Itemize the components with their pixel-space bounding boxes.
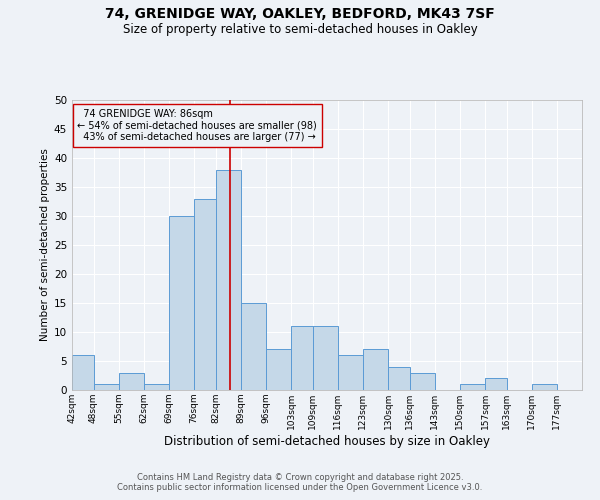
Bar: [72, 355, 94, 390]
Bar: [485, 378, 506, 390]
Bar: [215, 170, 241, 390]
Bar: [291, 326, 313, 390]
Bar: [194, 198, 215, 390]
Bar: [94, 384, 119, 390]
Bar: [169, 216, 194, 390]
Bar: [532, 384, 557, 390]
Text: 74 GRENIDGE WAY: 86sqm
← 54% of semi-detached houses are smaller (98)
  43% of s: 74 GRENIDGE WAY: 86sqm ← 54% of semi-det…: [77, 108, 317, 142]
X-axis label: Distribution of semi-detached houses by size in Oakley: Distribution of semi-detached houses by …: [164, 434, 490, 448]
Bar: [388, 367, 410, 390]
Bar: [266, 350, 291, 390]
Bar: [119, 372, 144, 390]
Y-axis label: Number of semi-detached properties: Number of semi-detached properties: [40, 148, 50, 342]
Bar: [363, 350, 388, 390]
Bar: [144, 384, 169, 390]
Text: Contains HM Land Registry data © Crown copyright and database right 2025.
Contai: Contains HM Land Registry data © Crown c…: [118, 473, 482, 492]
Bar: [338, 355, 363, 390]
Text: Size of property relative to semi-detached houses in Oakley: Size of property relative to semi-detach…: [122, 22, 478, 36]
Bar: [460, 384, 485, 390]
Bar: [410, 372, 435, 390]
Bar: [313, 326, 338, 390]
Text: 74, GRENIDGE WAY, OAKLEY, BEDFORD, MK43 7SF: 74, GRENIDGE WAY, OAKLEY, BEDFORD, MK43 …: [105, 8, 495, 22]
Bar: [241, 303, 266, 390]
